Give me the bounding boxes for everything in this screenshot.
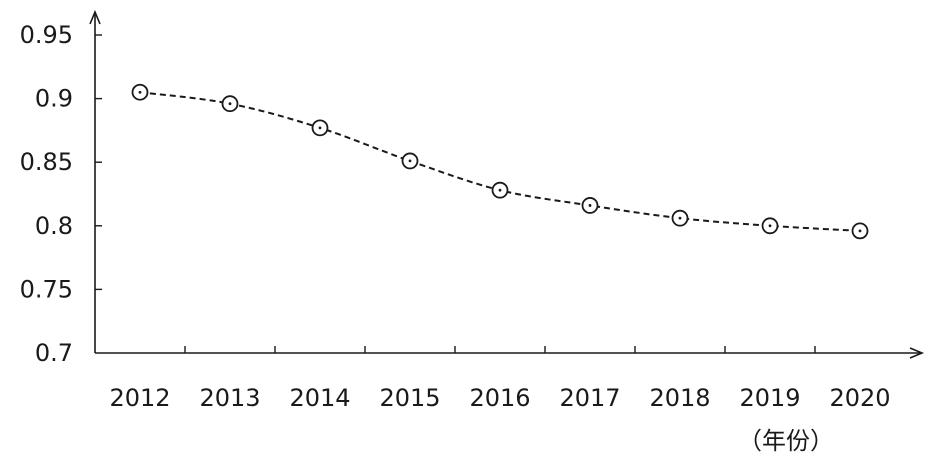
x-tick-label: 2014 (289, 384, 350, 412)
y-tick-label: 0.9 (35, 85, 73, 113)
y-tick-label: 0.8 (35, 212, 73, 240)
data-point-center (138, 90, 142, 94)
y-tick-label: 0.95 (20, 21, 73, 49)
y-axis-arrow (89, 9, 101, 25)
x-axis: 2012 2013 2014 2015 2016 2017 2018 2019 2020 (95, 346, 925, 412)
data-point-center (408, 159, 412, 163)
x-tick-label: 2013 (199, 384, 260, 412)
data-point-center (588, 204, 592, 207)
data-point-center (228, 102, 232, 106)
x-tick-label: 2018 (649, 384, 710, 412)
y-tick-label: 0.75 (20, 275, 73, 303)
data-point-center (498, 188, 502, 192)
y-tick-label: 0.85 (20, 148, 73, 176)
series-layer (131, 83, 869, 240)
x-tick-label: 2020 (829, 384, 890, 412)
x-tick-label: 2012 (109, 384, 170, 412)
x-axis-title: （年份） (738, 427, 834, 455)
data-point-center (858, 229, 862, 233)
x-tick-label: 2016 (469, 384, 530, 412)
y-tick-label: 0.7 (35, 339, 73, 367)
data-point-center (318, 126, 322, 130)
x-axis-arrow (909, 347, 925, 359)
x-tick-label: 2019 (739, 384, 800, 412)
data-point-center (768, 224, 772, 228)
x-tick-label: 2015 (379, 384, 440, 412)
x-tick-label: 2017 (559, 384, 620, 412)
y-axis: 0.7 0.75 0.8 0.85 0.9 0.95 (20, 9, 102, 367)
series-line (139, 91, 861, 232)
data-point-center (678, 216, 682, 220)
